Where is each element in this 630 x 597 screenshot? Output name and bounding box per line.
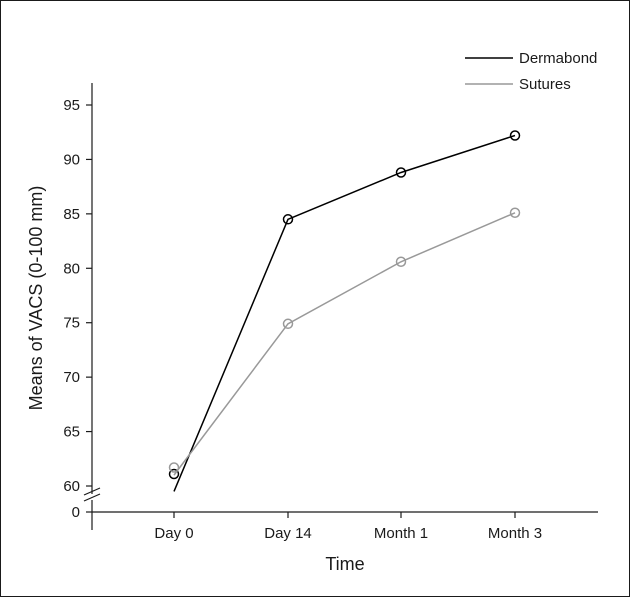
legend-label: Dermabond	[519, 50, 597, 67]
y-tick-label: 70	[63, 369, 80, 386]
data-point	[282, 214, 294, 225]
y-tick-label: 60	[63, 478, 80, 495]
data-point	[395, 167, 407, 178]
x-axis-title: Time	[325, 554, 364, 574]
data-point	[509, 207, 521, 219]
y-tick-label: 75	[63, 315, 80, 332]
axes: 0 60 65 70 75 80 85 90 95 Day 0 Day 14 Month 1 Month…	[63, 83, 598, 542]
series-line	[173, 212, 516, 476]
y-tick-label: 95	[63, 97, 80, 114]
axis-break-mark-upper	[83, 487, 101, 496]
series-layer	[168, 130, 521, 492]
data-point	[509, 130, 521, 141]
data-point	[168, 462, 180, 473]
y-tick-label: 0	[72, 504, 80, 521]
legend-label: Sutures	[519, 76, 571, 93]
data-point	[282, 318, 294, 330]
y-tick-label: 80	[63, 260, 80, 277]
x-tick-label: Day 14	[264, 525, 312, 542]
data-point	[395, 256, 407, 268]
x-tick-label: Month 1	[374, 525, 428, 542]
x-tick-label: Day 0	[154, 525, 193, 542]
x-tick-label: Month 3	[488, 525, 542, 542]
y-axis-title: Means of VACS (0-100 mm)	[26, 186, 46, 411]
y-tick-label: 65	[63, 424, 80, 441]
legend: Dermabond Sutures	[465, 50, 597, 93]
data-point	[168, 468, 180, 480]
axis-break-mark-lower	[83, 493, 101, 502]
series-line	[173, 134, 516, 492]
y-tick-label: 85	[63, 206, 80, 223]
y-tick-label: 90	[63, 151, 80, 168]
